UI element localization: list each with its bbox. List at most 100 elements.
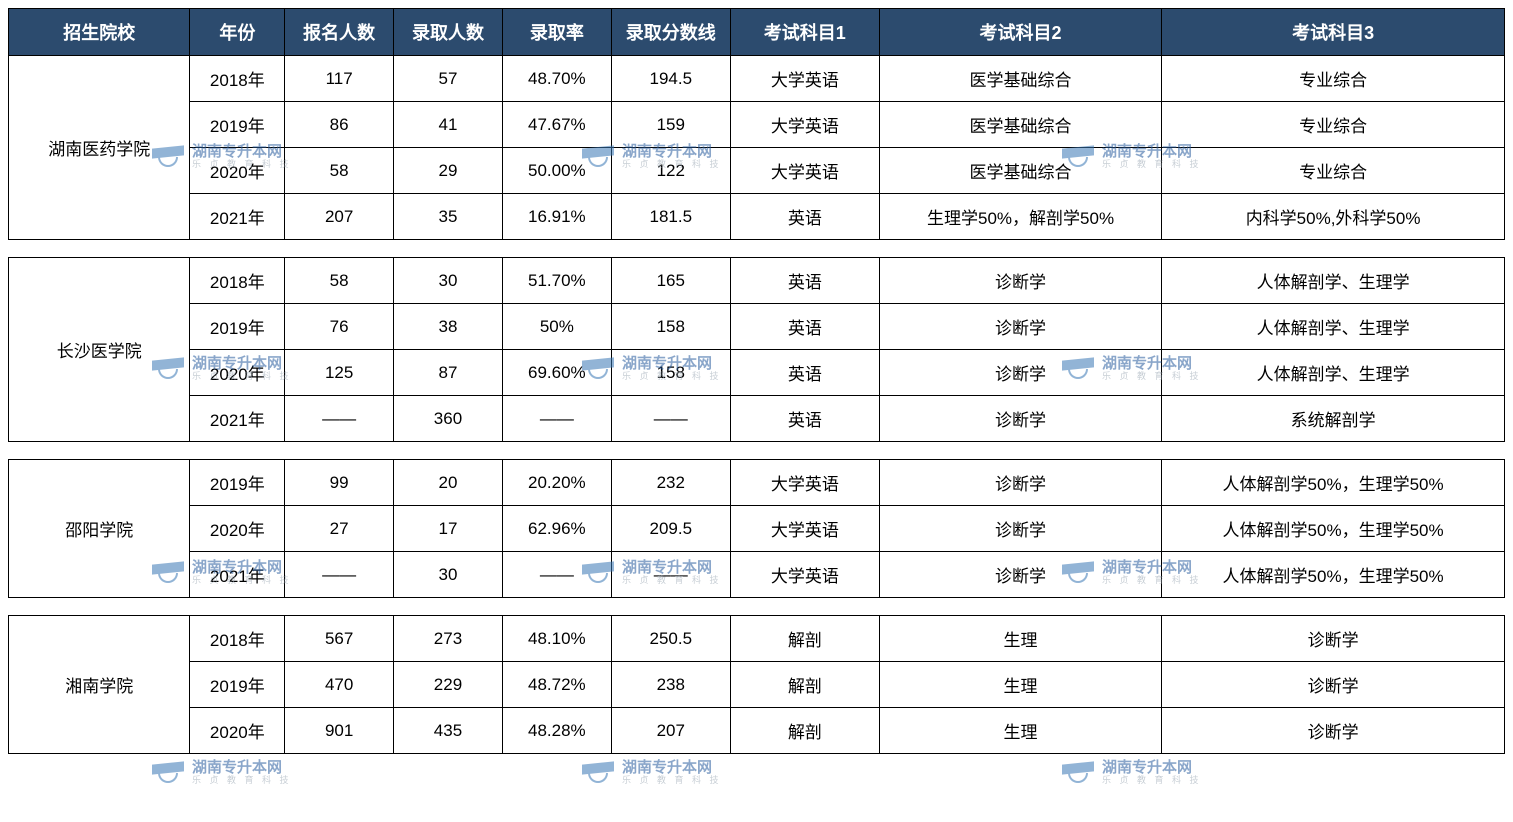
cell-score: 194.5 [611, 56, 730, 102]
cell-year: 2020年 [190, 506, 285, 552]
cell-subj3: 人体解剖学、生理学 [1162, 350, 1505, 396]
cell-applicants: 901 [285, 708, 394, 754]
cell-subj1: 英语 [730, 258, 879, 304]
cell-subj2: 生理学50%，解剖学50% [879, 194, 1161, 240]
cell-subj1: 英语 [730, 304, 879, 350]
col-header-subj2: 考试科目2 [879, 9, 1161, 56]
watermark-sub-text: 乐 贞 教 育 科 技 [192, 775, 292, 786]
table-row: 2019年763850%158英语诊断学人体解剖学、生理学 [9, 304, 1505, 350]
col-header-year: 年份 [190, 9, 285, 56]
cell-admitted: 87 [394, 350, 503, 396]
cell-applicants: 470 [285, 662, 394, 708]
table-row: 湖南医药学院2018年1175748.70%194.5大学英语医学基础综合专业综… [9, 56, 1505, 102]
cell-rate: 47.67% [502, 102, 611, 148]
cell-subj3: 人体解剖学50%，生理学50% [1162, 506, 1505, 552]
admissions-table: 招生院校 年份 报名人数 录取人数 录取率 录取分数线 考试科目1 考试科目2 … [8, 8, 1505, 754]
cell-admitted: 41 [394, 102, 503, 148]
cell-subj2: 诊断学 [879, 258, 1161, 304]
cell-admitted: 38 [394, 304, 503, 350]
cell-applicants: 117 [285, 56, 394, 102]
table-header: 招生院校 年份 报名人数 录取人数 录取率 录取分数线 考试科目1 考试科目2 … [9, 9, 1505, 56]
cell-admitted: 30 [394, 258, 503, 304]
graduation-cap-icon [580, 761, 616, 785]
watermark-sub-text: 乐 贞 教 育 科 技 [1102, 775, 1202, 786]
cell-year: 2021年 [190, 552, 285, 598]
table-row: 2019年47022948.72%238解剖生理诊断学 [9, 662, 1505, 708]
cell-year: 2019年 [190, 102, 285, 148]
cell-subj2: 生理 [879, 616, 1161, 662]
col-header-rate: 录取率 [502, 9, 611, 56]
cell-applicants: 76 [285, 304, 394, 350]
cell-applicants: 99 [285, 460, 394, 506]
cell-year: 2019年 [190, 304, 285, 350]
cell-score: 122 [611, 148, 730, 194]
cell-subj3: 人体解剖学50%，生理学50% [1162, 460, 1505, 506]
cell-subj1: 大学英语 [730, 506, 879, 552]
cell-score: 250.5 [611, 616, 730, 662]
watermark-main-text: 湖南专升本网 [1102, 760, 1202, 775]
cell-year: 2021年 [190, 396, 285, 442]
watermark: 湖南专升本网乐 贞 教 育 科 技 [1060, 760, 1202, 786]
col-header-school: 招生院校 [9, 9, 190, 56]
cell-subj2: 诊断学 [879, 552, 1161, 598]
cell-admitted: 20 [394, 460, 503, 506]
group-spacer [9, 598, 1505, 616]
cell-rate: 51.70% [502, 258, 611, 304]
watermark-main-text: 湖南专升本网 [622, 760, 722, 775]
cell-subj1: 大学英语 [730, 56, 879, 102]
cell-applicants: 58 [285, 148, 394, 194]
watermark: 湖南专升本网乐 贞 教 育 科 技 [580, 760, 722, 786]
cell-subj1: 英语 [730, 396, 879, 442]
cell-subj3: 诊断学 [1162, 708, 1505, 754]
cell-applicants: —— [285, 552, 394, 598]
cell-subj2: 诊断学 [879, 460, 1161, 506]
cell-rate: 69.60% [502, 350, 611, 396]
cell-school: 湖南医药学院 [9, 56, 190, 240]
table-row: 2020年90143548.28%207解剖生理诊断学 [9, 708, 1505, 754]
cell-year: 2018年 [190, 56, 285, 102]
graduation-cap-icon [150, 761, 186, 785]
cell-subj1: 英语 [730, 350, 879, 396]
cell-year: 2019年 [190, 662, 285, 708]
cell-subj2: 医学基础综合 [879, 56, 1161, 102]
col-header-subj3: 考试科目3 [1162, 9, 1505, 56]
cell-year: 2021年 [190, 194, 285, 240]
cell-year: 2020年 [190, 148, 285, 194]
cell-score: 232 [611, 460, 730, 506]
cell-rate: 62.96% [502, 506, 611, 552]
table-row: 2019年864147.67%159大学英语医学基础综合专业综合 [9, 102, 1505, 148]
cell-school: 邵阳学院 [9, 460, 190, 598]
cell-subj3: 系统解剖学 [1162, 396, 1505, 442]
cell-admitted: 360 [394, 396, 503, 442]
cell-applicants: 567 [285, 616, 394, 662]
cell-subj2: 诊断学 [879, 506, 1161, 552]
cell-subj1: 英语 [730, 194, 879, 240]
cell-school: 长沙医学院 [9, 258, 190, 442]
cell-subj3: 内科学50%,外科学50% [1162, 194, 1505, 240]
cell-year: 2020年 [190, 350, 285, 396]
cell-subj1: 解剖 [730, 708, 879, 754]
cell-subj3: 专业综合 [1162, 102, 1505, 148]
cell-subj1: 大学英语 [730, 102, 879, 148]
cell-subj3: 诊断学 [1162, 616, 1505, 662]
cell-admitted: 17 [394, 506, 503, 552]
cell-rate: 48.70% [502, 56, 611, 102]
cell-year: 2018年 [190, 258, 285, 304]
cell-score: 238 [611, 662, 730, 708]
cell-score: 181.5 [611, 194, 730, 240]
cell-rate: —— [502, 552, 611, 598]
cell-subj1: 解剖 [730, 616, 879, 662]
group-spacer [9, 240, 1505, 258]
watermark: 湖南专升本网乐 贞 教 育 科 技 [150, 760, 292, 786]
cell-score: 158 [611, 350, 730, 396]
cell-subj3: 专业综合 [1162, 148, 1505, 194]
table-row: 2020年582950.00%122大学英语医学基础综合专业综合 [9, 148, 1505, 194]
cell-subj2: 医学基础综合 [879, 148, 1161, 194]
col-header-admitted: 录取人数 [394, 9, 503, 56]
cell-score: —— [611, 552, 730, 598]
table-row: 2020年1258769.60%158英语诊断学人体解剖学、生理学 [9, 350, 1505, 396]
cell-score: —— [611, 396, 730, 442]
col-header-score: 录取分数线 [611, 9, 730, 56]
cell-score: 159 [611, 102, 730, 148]
cell-year: 2019年 [190, 460, 285, 506]
